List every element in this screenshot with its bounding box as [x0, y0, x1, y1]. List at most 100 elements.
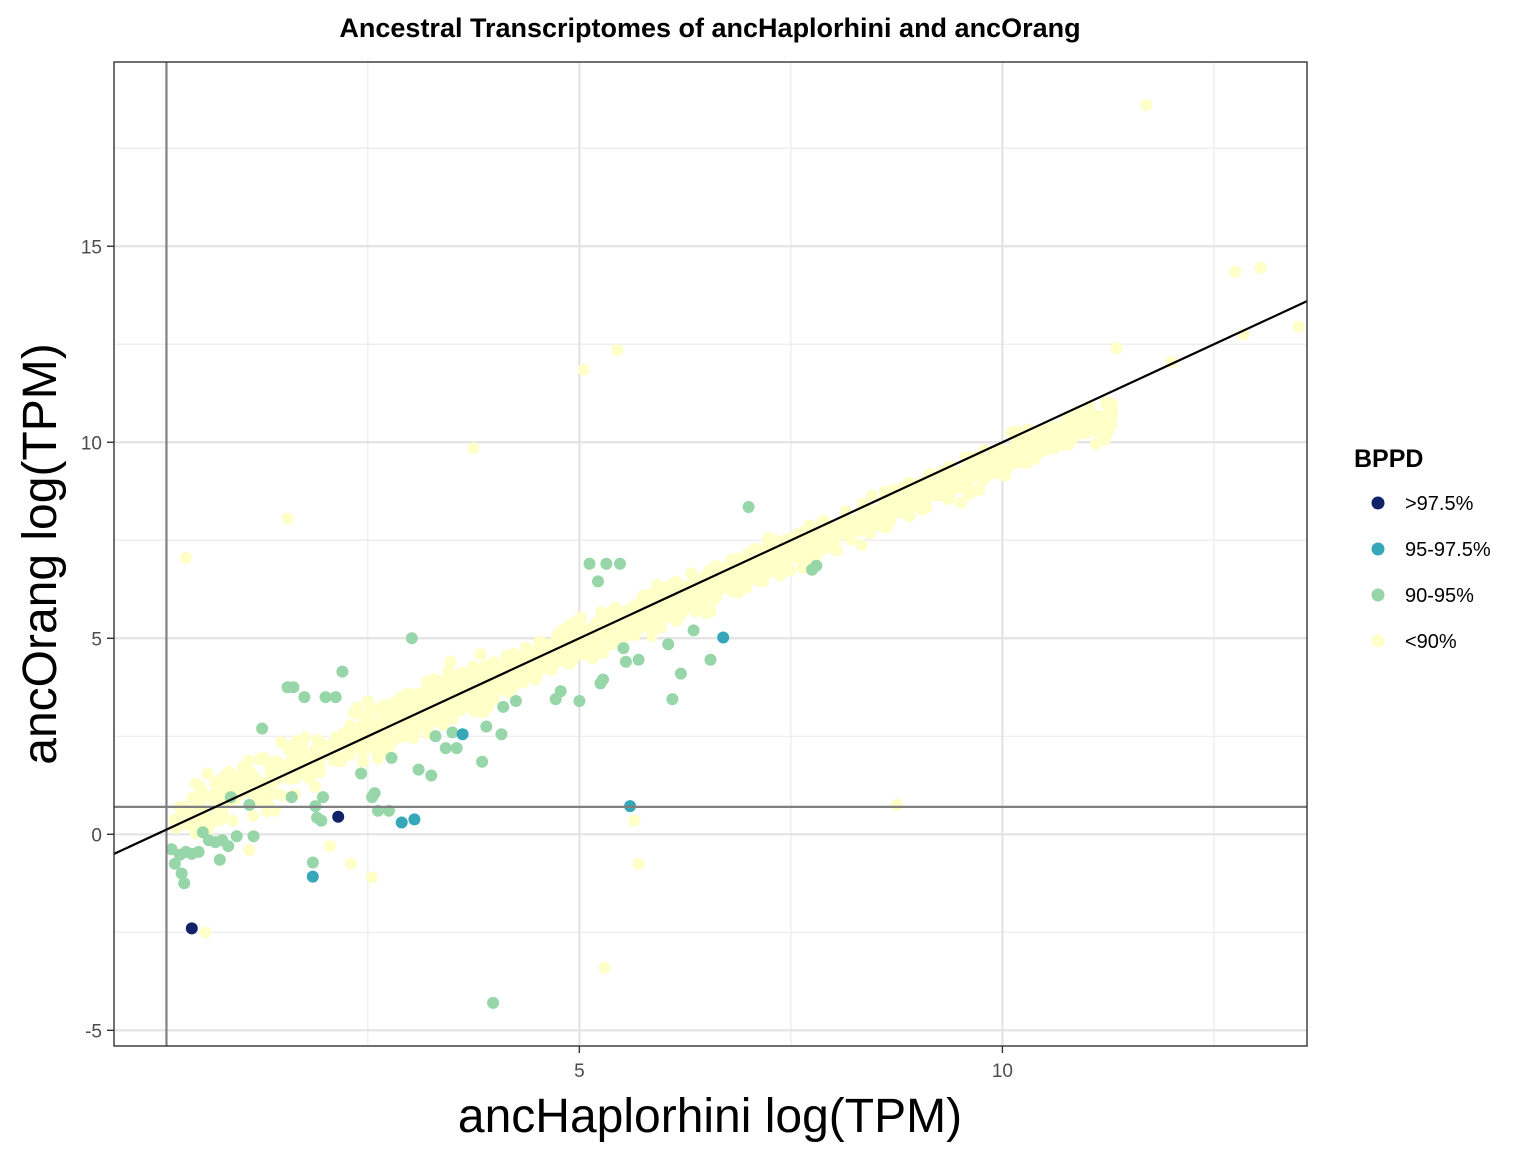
bulk-point: [654, 619, 667, 632]
bulk-point: [200, 789, 213, 802]
bulk-point: [247, 809, 260, 822]
bulk-point: [1093, 414, 1106, 427]
scatter-point: [317, 791, 329, 804]
scatter-point: [614, 557, 626, 570]
bulk-point: [865, 489, 878, 502]
legend-label: >97.5%: [1405, 493, 1474, 515]
scatter-point: [717, 631, 730, 644]
bulk-point: [876, 501, 888, 514]
legend-title: BPPD: [1354, 445, 1423, 473]
bulk-point: [246, 774, 259, 786]
bulk-point: [555, 629, 568, 642]
legend-key: [1371, 634, 1385, 648]
bulk-point: [629, 613, 641, 625]
scatter-point: [179, 551, 192, 564]
scatter-point: [323, 840, 336, 853]
scatter-point: [319, 691, 332, 704]
bulk-point: [210, 775, 223, 788]
bulk-point: [383, 739, 396, 752]
bulk-point: [566, 648, 579, 661]
legend-label: 90-95%: [1405, 585, 1474, 607]
x-axis-label: ancHaplorhini log(TPM): [458, 1090, 962, 1143]
scatter-point: [429, 730, 442, 743]
scatter-point: [674, 667, 687, 680]
scatter-point: [467, 442, 480, 455]
bulk-point: [881, 512, 894, 525]
bulk-point: [755, 550, 768, 563]
scatter-point: [600, 557, 613, 570]
bulk-point: [1098, 433, 1111, 446]
bulk-point: [778, 565, 791, 578]
scatter-point: [366, 871, 379, 884]
bulk-point: [311, 746, 323, 758]
bulk-point: [350, 706, 363, 719]
scatter-point: [509, 695, 522, 707]
bulk-point: [349, 729, 362, 742]
scatter-point: [405, 632, 418, 645]
bulk-point: [599, 627, 612, 640]
bulk-point: [344, 719, 356, 732]
bulk-point: [383, 711, 396, 724]
bulk-point: [760, 566, 773, 578]
scatter-point: [306, 870, 319, 883]
y-tick-label: 10: [81, 433, 102, 454]
scatter-point: [632, 653, 645, 666]
bulk-point: [685, 567, 698, 580]
scatter-point: [165, 843, 178, 856]
scatter-point: [554, 685, 567, 698]
scatter-point: [175, 867, 188, 880]
scatter-point: [425, 769, 438, 782]
bulk-point: [814, 532, 827, 545]
bulk-point: [961, 463, 974, 476]
bulk-point: [973, 483, 986, 496]
bulk-point: [285, 755, 298, 768]
scatter-point: [329, 691, 342, 704]
bulk-point: [454, 674, 467, 687]
scatter-point: [497, 700, 510, 713]
legend-label: <90%: [1405, 631, 1457, 653]
bulk-point: [444, 655, 457, 668]
scatter-point: [446, 726, 459, 739]
bulk-point: [956, 472, 969, 485]
bulk-point: [788, 540, 801, 553]
bulk-point: [597, 646, 610, 659]
legend-key: [1371, 496, 1385, 510]
legend-label: 95-97.5%: [1405, 539, 1491, 561]
bulk-point: [673, 609, 686, 622]
bulk-point: [216, 806, 229, 819]
scatter-point: [178, 877, 191, 890]
scatter-point: [344, 857, 357, 870]
y-axis-label: ancOrang log(TPM): [14, 343, 67, 764]
scatter-point: [742, 501, 755, 513]
scatter-point: [243, 844, 256, 856]
bulk-point: [232, 770, 245, 783]
scatter-point: [573, 695, 586, 707]
bulk-point: [616, 632, 629, 645]
bulk-point: [933, 489, 946, 502]
bulk-point: [276, 789, 289, 802]
scatter-point: [199, 926, 212, 939]
bulk-point: [983, 467, 996, 480]
bulk-point: [520, 653, 533, 666]
bulk-point: [894, 506, 907, 519]
bulk-point: [645, 629, 658, 642]
scatter-point: [687, 624, 700, 637]
bulk-point: [620, 622, 633, 635]
scatter-point: [666, 693, 679, 706]
bulk-point: [903, 509, 916, 522]
bulk-point: [571, 614, 584, 627]
bulk-point: [685, 586, 698, 599]
scatter-point: [306, 856, 319, 869]
bulk-point: [275, 736, 288, 749]
plot-panel-border: [113, 61, 1308, 1047]
bulk-point: [725, 554, 738, 567]
scatter-point: [315, 814, 328, 827]
y-tick-label: -5: [85, 1021, 102, 1042]
scatter-point: [243, 798, 256, 811]
bulk-point: [489, 657, 502, 670]
bulk-point: [985, 449, 998, 462]
bulk-point: [656, 582, 669, 595]
bulk-point: [1079, 419, 1092, 432]
scatter-point: [213, 853, 226, 866]
